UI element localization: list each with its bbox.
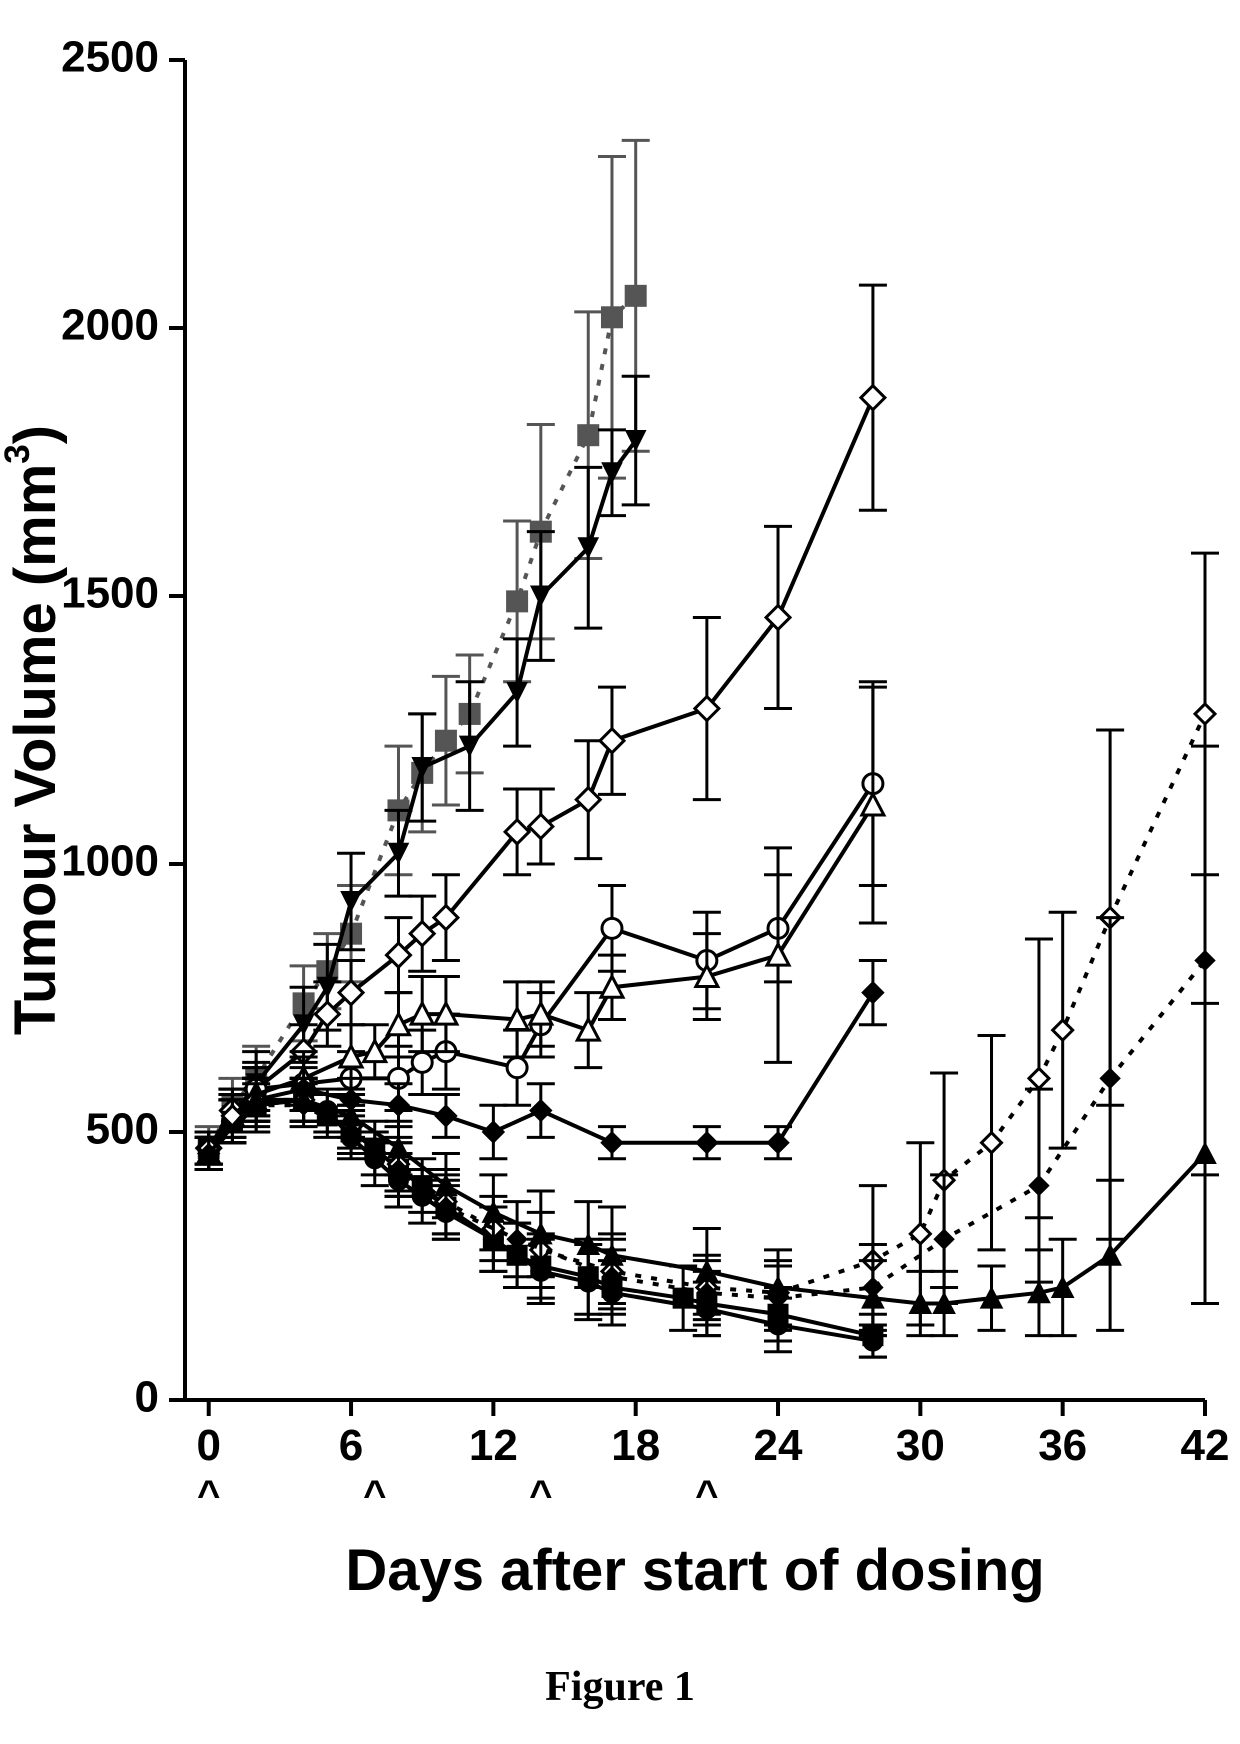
tumour-volume-chart: 0 500 1000 1500 2000 2500 0 6 12 18 24 30 36 42 ^ ^ ^ ^ Tu… (0, 0, 1240, 1744)
svg-text:12: 12 (469, 1421, 518, 1470)
svg-text:0: 0 (196, 1421, 220, 1470)
svg-text:500: 500 (86, 1105, 159, 1154)
svg-text:18: 18 (611, 1421, 660, 1470)
svg-text:2000: 2000 (61, 301, 159, 350)
svg-text:6: 6 (339, 1421, 363, 1470)
svg-text:2500: 2500 (61, 33, 159, 82)
svg-text:Days after start of dosing: Days after start of dosing (345, 1538, 1044, 1603)
svg-text:^: ^ (197, 1473, 220, 1517)
svg-text:Tumour Volume (mm3): Tumour Volume (mm3) (0, 425, 68, 1035)
svg-text:^: ^ (363, 1473, 386, 1517)
svg-text:^: ^ (529, 1473, 552, 1517)
svg-text:42: 42 (1181, 1421, 1230, 1470)
svg-text:^: ^ (695, 1473, 718, 1517)
svg-text:30: 30 (896, 1421, 945, 1470)
svg-text:0: 0 (135, 1373, 159, 1422)
svg-text:1000: 1000 (61, 837, 159, 886)
svg-text:24: 24 (754, 1421, 803, 1470)
svg-text:36: 36 (1038, 1421, 1087, 1470)
svg-text:Figure 1: Figure 1 (545, 1664, 695, 1710)
svg-text:1500: 1500 (61, 569, 159, 618)
